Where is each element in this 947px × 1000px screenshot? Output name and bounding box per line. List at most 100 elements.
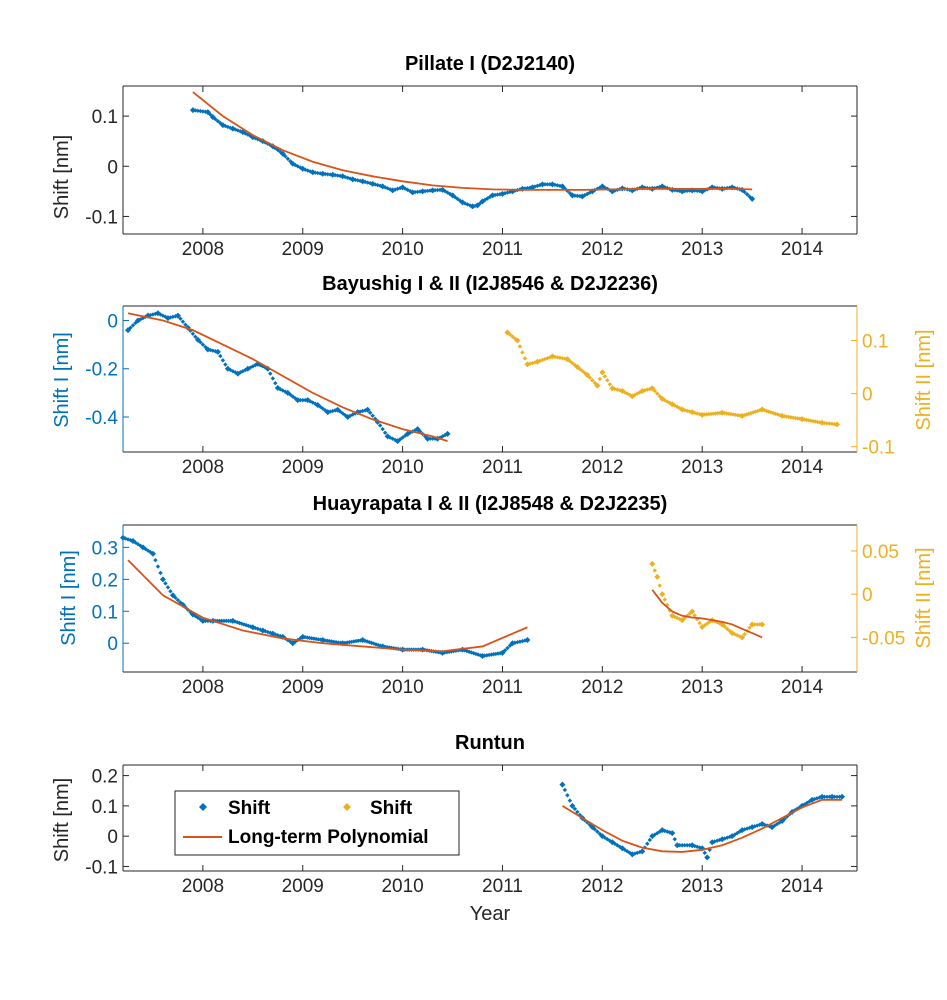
data-point	[762, 408, 767, 413]
data-point	[387, 187, 393, 192]
data-point	[552, 354, 558, 360]
data-point	[362, 638, 368, 643]
data-point	[427, 436, 433, 441]
data-point	[647, 386, 652, 392]
data-point	[230, 368, 236, 374]
data-point	[652, 388, 657, 394]
data-point	[442, 650, 447, 655]
data-point	[834, 794, 840, 799]
x-tick-label: 2012	[581, 876, 623, 897]
data-point	[263, 629, 268, 634]
data-point	[819, 793, 826, 800]
legend-entry: Shift	[343, 798, 413, 819]
data-point	[429, 187, 436, 194]
y-tick-label-right: -0.1	[862, 438, 895, 459]
data-point	[815, 419, 820, 425]
data-point	[173, 595, 178, 600]
data-point	[824, 421, 830, 426]
data-point	[213, 349, 218, 354]
data-point	[315, 170, 320, 176]
data-point	[422, 188, 428, 194]
series-shift-ii	[504, 329, 841, 428]
x-tick-label: 2008	[182, 457, 224, 478]
data-point	[273, 381, 278, 386]
data-point	[537, 182, 543, 188]
data-point	[682, 188, 687, 194]
data-point	[602, 374, 608, 379]
data-point	[567, 358, 573, 364]
data-point	[771, 410, 776, 416]
x-tick-label: 2011	[482, 876, 523, 897]
data-point	[273, 145, 278, 151]
data-point	[215, 118, 221, 124]
data-point	[737, 829, 742, 834]
data-point	[807, 799, 812, 804]
data-point	[223, 618, 229, 624]
data-point	[323, 171, 328, 177]
data-point	[155, 564, 161, 569]
data-point	[153, 557, 158, 563]
data-point	[662, 398, 667, 403]
x-tick-label: 2012	[581, 457, 623, 478]
data-point	[158, 570, 163, 576]
series-long-term-polynomial	[127, 559, 528, 653]
data-point	[180, 319, 186, 324]
data-point	[592, 380, 598, 386]
x-tick-label: 2010	[381, 876, 423, 897]
legend-entry: Shift	[199, 798, 271, 819]
data-point	[627, 850, 633, 856]
data-point	[689, 608, 696, 615]
data-point	[659, 591, 666, 598]
data-point	[612, 188, 618, 193]
data-point	[728, 411, 734, 417]
y-tick-label-right: 0	[862, 585, 873, 606]
data-point	[432, 188, 438, 193]
data-point	[755, 408, 760, 414]
data-point	[214, 348, 221, 355]
legend-label: Shift	[370, 798, 413, 819]
data-point	[595, 829, 600, 834]
data-point	[587, 822, 593, 828]
data-point	[692, 613, 697, 618]
data-point	[195, 615, 201, 620]
plot-background	[123, 525, 857, 672]
plot-background	[123, 86, 857, 234]
data-point	[294, 397, 301, 404]
legend-marker	[199, 803, 207, 811]
data-point	[680, 843, 685, 848]
panel-title: Pillate I (D2J2140)	[405, 53, 575, 75]
data-point	[309, 636, 314, 641]
data-point	[682, 407, 687, 413]
data-point	[235, 620, 240, 625]
data-point	[203, 344, 208, 350]
data-point	[594, 382, 601, 389]
data-point	[565, 793, 570, 798]
data-point	[148, 549, 153, 555]
data-point	[742, 189, 747, 195]
data-point	[752, 622, 757, 627]
data-point	[219, 618, 224, 624]
data-point	[382, 430, 388, 435]
x-tick-label: 2014	[781, 457, 824, 478]
data-point	[654, 573, 661, 580]
data-point	[768, 410, 774, 415]
data-point	[637, 390, 642, 395]
data-point	[367, 410, 373, 415]
data-point	[570, 360, 575, 366]
data-point	[473, 651, 479, 657]
data-point	[128, 537, 133, 543]
data-point	[215, 618, 220, 624]
data-point	[380, 426, 385, 432]
data-point	[575, 809, 580, 815]
data-point	[804, 417, 809, 423]
data-point	[270, 376, 275, 381]
data-point	[163, 581, 168, 586]
data-point	[469, 650, 474, 655]
data-point	[839, 793, 846, 800]
data-point	[607, 838, 613, 843]
panel-title: Huayrapata I & II (I2J8548 & D2J2235)	[313, 493, 668, 515]
data-point	[542, 182, 548, 187]
data-point	[706, 411, 712, 417]
data-point	[627, 392, 633, 398]
data-point	[692, 188, 697, 193]
